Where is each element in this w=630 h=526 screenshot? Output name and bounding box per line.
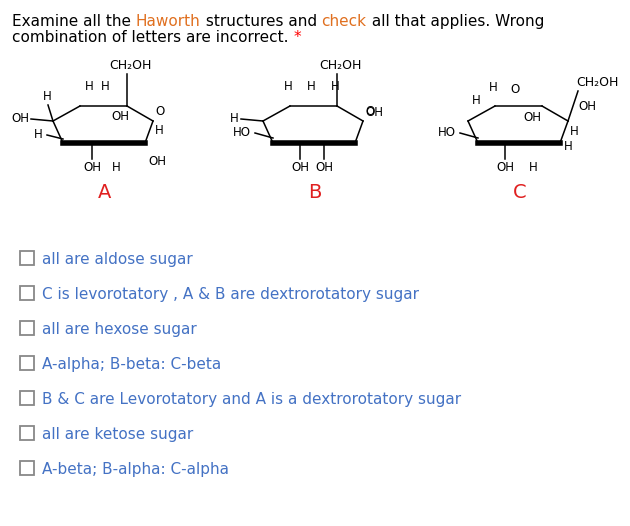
Text: OH: OH: [524, 111, 542, 124]
Text: H: H: [331, 80, 340, 93]
Text: H: H: [112, 161, 120, 174]
Text: check: check: [322, 14, 367, 29]
Text: H: H: [34, 128, 43, 141]
Text: OH: OH: [83, 161, 101, 174]
Text: OH: OH: [148, 155, 166, 168]
Text: H: H: [284, 80, 292, 93]
FancyBboxPatch shape: [20, 426, 34, 440]
Text: O: O: [365, 105, 374, 118]
Text: C is levorotatory , A & B are dextrorotatory sugar: C is levorotatory , A & B are dextrorota…: [42, 287, 419, 302]
Text: CH₂OH: CH₂OH: [319, 59, 362, 72]
Text: H: H: [529, 161, 537, 174]
Text: OH: OH: [315, 161, 333, 174]
Text: all are ketose sugar: all are ketose sugar: [42, 427, 193, 442]
Text: H: H: [230, 113, 239, 126]
Text: OH: OH: [11, 113, 29, 126]
Text: C: C: [513, 183, 527, 202]
Text: *: *: [294, 30, 301, 45]
Text: O: O: [510, 83, 519, 96]
Text: OH: OH: [578, 100, 596, 113]
Text: CH₂OH: CH₂OH: [576, 76, 619, 89]
Text: H: H: [489, 81, 497, 94]
FancyBboxPatch shape: [20, 251, 34, 265]
Text: Examine all the: Examine all the: [12, 14, 136, 29]
Text: all are hexose sugar: all are hexose sugar: [42, 322, 197, 337]
Text: H: H: [564, 140, 573, 154]
Text: combination of letters are incorrect.: combination of letters are incorrect.: [12, 30, 294, 45]
FancyBboxPatch shape: [20, 321, 34, 335]
Text: OH: OH: [291, 161, 309, 174]
Text: A: A: [98, 183, 112, 202]
Text: all are aldose sugar: all are aldose sugar: [42, 252, 193, 267]
Text: H: H: [85, 80, 94, 93]
Text: HO: HO: [233, 126, 251, 139]
Text: CH₂OH: CH₂OH: [109, 59, 151, 72]
Text: H: H: [101, 80, 110, 93]
Text: B & C are Levorotatory and A is a dextrorotatory sugar: B & C are Levorotatory and A is a dextro…: [42, 392, 461, 407]
Text: B: B: [308, 183, 322, 202]
FancyBboxPatch shape: [20, 461, 34, 475]
FancyBboxPatch shape: [20, 356, 34, 370]
Text: structures and: structures and: [200, 14, 322, 29]
Text: H: H: [155, 124, 164, 137]
Text: H: H: [43, 90, 52, 103]
Text: H: H: [472, 94, 480, 107]
Text: H: H: [307, 80, 316, 93]
Text: H: H: [570, 125, 579, 138]
FancyBboxPatch shape: [20, 286, 34, 300]
Text: O: O: [155, 105, 164, 118]
Text: HO: HO: [438, 126, 456, 139]
Text: Haworth: Haworth: [136, 14, 200, 29]
Text: OH: OH: [112, 110, 130, 123]
FancyBboxPatch shape: [20, 391, 34, 405]
Text: A-beta; B-alpha: C-alpha: A-beta; B-alpha: C-alpha: [42, 462, 229, 477]
Text: all that applies. Wrong: all that applies. Wrong: [367, 14, 544, 29]
Text: OH: OH: [365, 106, 383, 119]
Text: A-alpha; B-beta: C-beta: A-alpha; B-beta: C-beta: [42, 357, 221, 372]
Text: OH: OH: [496, 161, 514, 174]
